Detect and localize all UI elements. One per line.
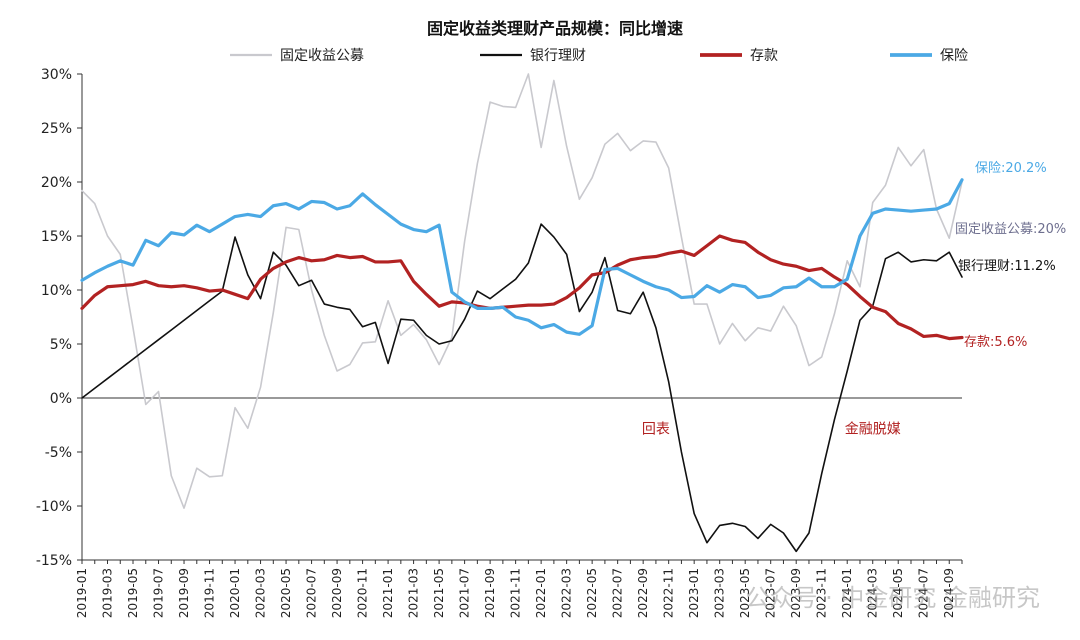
y-tick-label: 20% — [41, 175, 72, 191]
x-tick-label: 2019-01 — [75, 568, 89, 618]
x-tick-label: 2021-03 — [407, 568, 421, 618]
x-tick-label: 2022-11 — [662, 568, 676, 618]
x-tick-label: 2023-09 — [789, 568, 803, 618]
x-tick-label: 2019-05 — [126, 568, 140, 618]
y-tick-label: -10% — [36, 499, 72, 515]
series-line — [81, 223, 963, 553]
x-tick-label: 2019-07 — [152, 568, 166, 618]
legend-label: 存款 — [750, 48, 778, 64]
x-tick-label: 2019-11 — [203, 568, 217, 618]
x-tick-label: 2022-05 — [585, 568, 599, 618]
x-tick-label: 2019-09 — [177, 568, 191, 618]
x-tick-label: 2020-01 — [228, 568, 242, 618]
x-tick-label: 2020-11 — [356, 568, 370, 618]
series-line — [81, 73, 963, 509]
end-label: 固定收益公募:20% — [955, 222, 1066, 237]
y-tick-label: 5% — [50, 337, 72, 353]
series-layer — [80, 73, 964, 553]
x-tick-label: 2021-01 — [381, 568, 395, 618]
x-tick-label: 2019-03 — [101, 568, 115, 618]
legend-label: 固定收益公募 — [280, 48, 364, 64]
legend-label: 银行理财 — [530, 48, 586, 64]
series-line — [80, 178, 964, 336]
x-tick-label: 2022-09 — [636, 568, 650, 618]
x-tick-label: 2021-07 — [458, 568, 472, 618]
y-tick-label: -5% — [45, 445, 72, 461]
x-tick-label: 2024-03 — [866, 568, 880, 618]
x-tick-label: 2023-01 — [687, 568, 701, 618]
x-tick-label: 2024-09 — [942, 568, 956, 618]
x-tick-label: 2022-07 — [611, 568, 625, 618]
y-tick-label: -15% — [36, 553, 72, 569]
y-tick-label: 10% — [41, 283, 72, 299]
x-tick-label: 2022-01 — [534, 568, 548, 618]
y-tick-label: 30% — [41, 67, 72, 83]
x-tick-label: 2021-05 — [432, 568, 446, 618]
x-tick-label: 2024-01 — [840, 568, 854, 618]
watermark: 公众号 · 中金研究 金融研究 — [745, 584, 1040, 612]
chart-title: 固定收益类理财产品规模：同比增速 — [427, 19, 683, 38]
x-tick-label: 2024-07 — [917, 568, 931, 618]
x-tick-label: 2021-11 — [509, 568, 523, 618]
x-tick-label: 2023-11 — [815, 568, 829, 618]
y-tick-label: 0% — [50, 391, 72, 407]
annotation: 金融脱媒 — [845, 422, 901, 438]
axes: -15% -10% -5% 0% 5% 10% 15% 20% 25% 30% 2019-01 201… — [36, 67, 963, 618]
x-tick-label: 2020-09 — [330, 568, 344, 618]
end-label: 保险:20.2% — [975, 161, 1047, 176]
x-tick-label: 2023-07 — [764, 568, 778, 618]
annotation: 回表 — [642, 422, 670, 438]
legend: 固定收益公募 银行理财 存款 保险 — [230, 48, 968, 64]
labels-layer: 保险:20.2% 固定收益公募:20% 银行理财:11.2% 存款:5.6% 回表 金融脱… — [642, 161, 1066, 438]
x-tick-label: 2022-03 — [560, 568, 574, 618]
x-tick-label: 2024-05 — [891, 568, 905, 618]
end-label: 存款:5.6% — [964, 335, 1027, 350]
x-tick-label: 2020-07 — [305, 568, 319, 618]
y-tick-label: 15% — [41, 229, 72, 245]
legend-label: 保险 — [940, 48, 968, 64]
x-tick-label: 2020-03 — [254, 568, 268, 618]
x-tick-label: 2023-05 — [738, 568, 752, 618]
series-line — [80, 234, 964, 341]
end-label: 银行理财:11.2% — [958, 259, 1056, 274]
x-tick-label: 2020-05 — [279, 568, 293, 618]
x-tick-label: 2023-03 — [713, 568, 727, 618]
x-tick-label: 2021-09 — [483, 568, 497, 618]
y-tick-label: 25% — [41, 121, 72, 137]
